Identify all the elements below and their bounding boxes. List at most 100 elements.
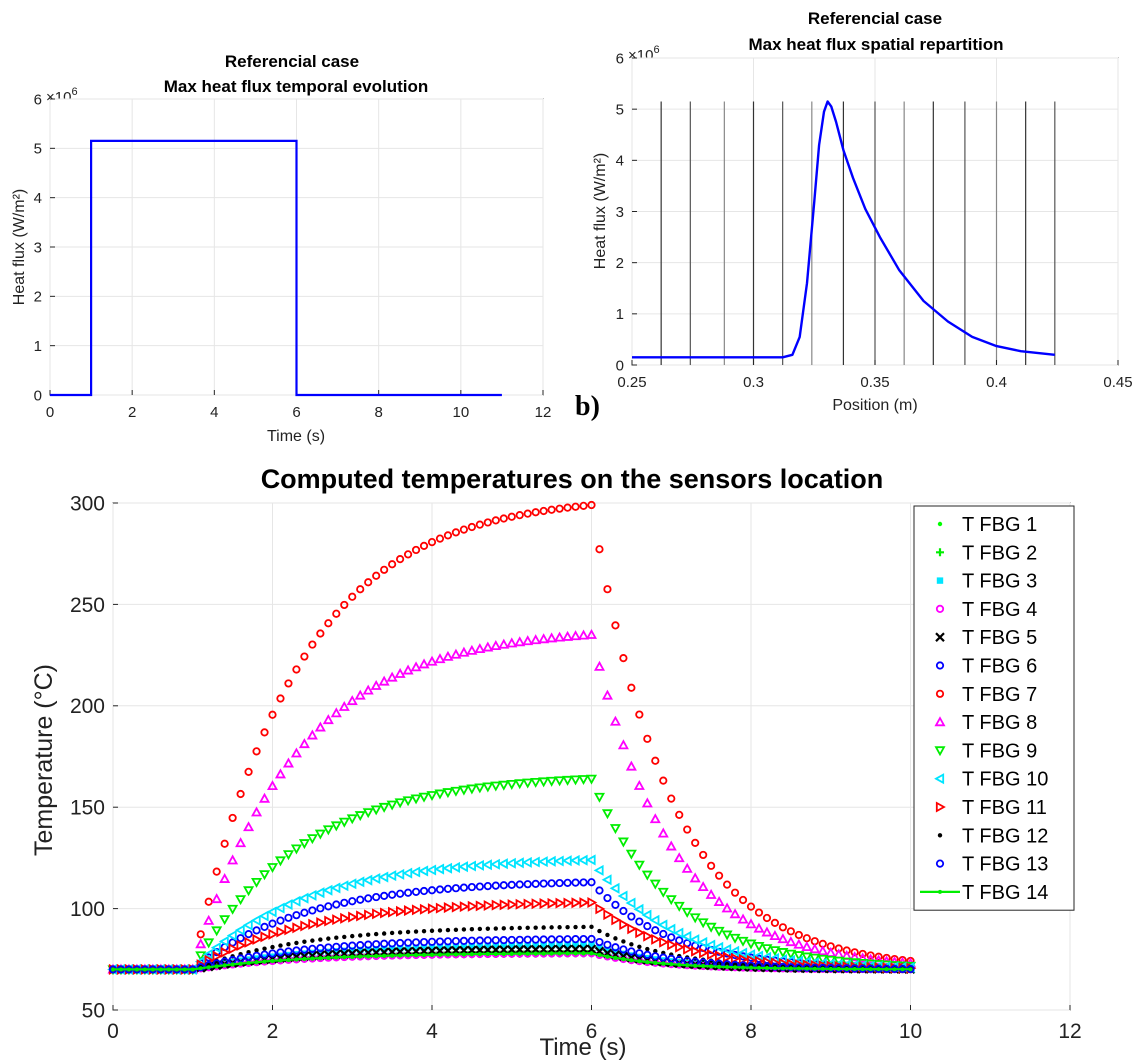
data-point: [649, 914, 660, 926]
x-tick-label: 0: [46, 404, 54, 421]
legend-label: T FBG 2: [962, 542, 1037, 564]
data-point: [514, 636, 526, 647]
data-point: [300, 652, 309, 661]
data-point: [585, 854, 596, 866]
data-point: [741, 965, 746, 970]
data-point: [211, 893, 223, 904]
data-point: [372, 908, 383, 920]
data-point: [746, 902, 756, 911]
chart-b-sensor-lines: [660, 101, 1056, 365]
data-point: [474, 783, 486, 794]
data-point: [645, 959, 650, 964]
data-point: [579, 501, 588, 510]
data-point: [244, 953, 253, 962]
data-point: [435, 885, 445, 894]
data-point: [693, 963, 698, 968]
data-point: [530, 777, 542, 788]
data-point: [476, 943, 484, 950]
data-point: [412, 944, 420, 951]
data-point: [651, 933, 662, 945]
data-point: [434, 653, 446, 664]
data-point: [459, 883, 468, 892]
data-point: [651, 756, 660, 765]
data-point: [609, 824, 621, 835]
data-point: [252, 933, 263, 945]
data-point: [596, 944, 603, 951]
data-point: [533, 925, 538, 930]
data-point: [450, 786, 462, 797]
chart-c-ticks: 0 2 4 6 8 10 12 50 100 150 200 250 300: [70, 492, 1082, 1043]
data-point: [150, 967, 155, 972]
data-point: [324, 902, 333, 911]
data-point: [426, 655, 438, 666]
data-point: [451, 901, 462, 913]
data-point: [467, 945, 477, 956]
data-point: [673, 927, 684, 939]
data-point: [844, 966, 849, 971]
y-tick-label: 6: [34, 91, 42, 108]
data-point: [601, 809, 613, 820]
data-point: [419, 541, 429, 550]
data-point: [836, 966, 841, 971]
data-point: [785, 936, 797, 947]
data-point: [282, 850, 294, 861]
data-point: [522, 778, 534, 789]
data-point: [450, 648, 462, 659]
data-point: [617, 837, 629, 848]
data-point: [332, 914, 343, 926]
data-point: [685, 963, 690, 968]
legend-marker: [934, 716, 946, 727]
data-point: [284, 913, 293, 922]
data-point: [539, 935, 548, 944]
data-point: [394, 798, 406, 809]
data-point: [260, 931, 271, 943]
data-point: [562, 944, 573, 955]
data-point: [777, 933, 789, 944]
data-point: [593, 864, 604, 876]
data-point: [490, 781, 502, 792]
data-point: [531, 935, 540, 944]
data-point: [459, 525, 468, 534]
data-point: [235, 837, 247, 848]
legend-label: T FBG 5: [962, 627, 1037, 649]
data-point: [380, 565, 389, 574]
data-point: [625, 760, 637, 771]
legend-label: T FBG 12: [962, 825, 1048, 847]
data-point: [737, 947, 748, 959]
legend-marker: [936, 577, 944, 584]
data-point: [294, 940, 299, 946]
data-point: [683, 943, 694, 955]
data-point: [227, 904, 239, 915]
data-point: [243, 821, 255, 832]
data-point: [585, 774, 598, 785]
y-tick-label: 1: [616, 306, 624, 323]
data-point: [340, 600, 349, 610]
data-point: [380, 945, 388, 953]
data-point: [770, 918, 780, 927]
data-point: [332, 609, 341, 618]
data-point: [380, 891, 389, 900]
data-point: [282, 899, 293, 911]
data-point: [214, 964, 219, 969]
legend-label: T FBG 9: [962, 740, 1037, 762]
data-point: [493, 926, 498, 931]
y-tick-label: 0: [616, 357, 624, 374]
data-point: [414, 953, 419, 958]
data-point: [508, 942, 515, 950]
data-point: [645, 946, 650, 952]
data-point: [461, 952, 466, 957]
data-point: [394, 868, 405, 880]
data-point: [643, 950, 652, 959]
data-point: [605, 954, 610, 959]
legend-item: T FBG 10: [934, 769, 1048, 791]
data-point: [572, 942, 579, 949]
legend-marker: [934, 773, 945, 785]
data-point: [411, 904, 422, 916]
data-point: [403, 550, 413, 559]
x-tick-label: 0.25: [617, 374, 646, 391]
data-point: [254, 960, 259, 965]
data-point: [458, 785, 470, 796]
data-point: [484, 942, 492, 950]
